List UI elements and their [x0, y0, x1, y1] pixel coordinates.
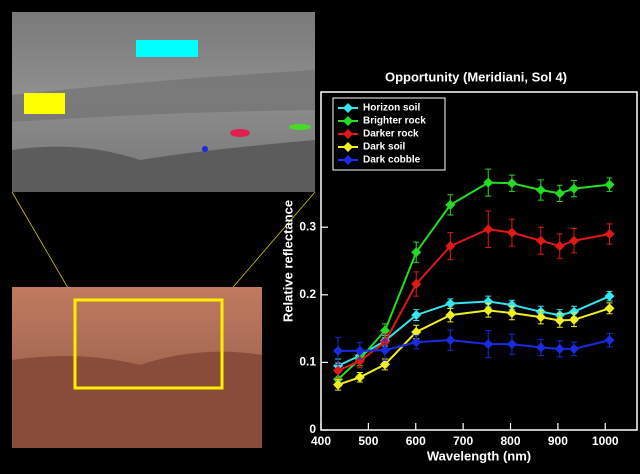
- marker: [535, 235, 546, 246]
- x-tick-label: 600: [406, 434, 426, 448]
- x-tick-label: 500: [358, 434, 378, 448]
- y-tick-label: 0.3: [299, 219, 316, 233]
- marker: [568, 235, 579, 246]
- marker: [568, 306, 579, 317]
- marker: [506, 178, 517, 189]
- marker: [568, 314, 579, 325]
- legend-marker: [343, 155, 353, 165]
- marker: [506, 227, 517, 238]
- y-tick-label: 0.1: [299, 355, 316, 369]
- marker: [483, 177, 494, 188]
- y-tick-label: 0: [309, 422, 316, 436]
- zoom-line: [221, 191, 316, 301]
- top-photo: [12, 12, 315, 192]
- marker: [445, 241, 456, 252]
- legend-label: Dark cobble: [363, 155, 421, 166]
- marker: [506, 339, 517, 350]
- marker: [554, 315, 565, 326]
- zoom-line: [11, 191, 76, 301]
- plot-frame: [320, 91, 638, 431]
- marker: [535, 312, 546, 323]
- marker: [535, 185, 546, 196]
- marker: [333, 345, 344, 356]
- legend-label: Horizon soil: [363, 103, 420, 114]
- marker: [483, 305, 494, 316]
- marker: [604, 303, 615, 314]
- marker: [445, 335, 456, 346]
- marker: [535, 342, 546, 353]
- chart-title: Opportunity (Meridiani, Sol 4): [385, 69, 567, 84]
- y-axis-label: Relative reflectance: [280, 200, 295, 322]
- marker: [554, 343, 565, 354]
- marker: [604, 291, 615, 302]
- legend-label: Darker rock: [363, 129, 419, 140]
- marker: [483, 224, 494, 235]
- legend-marker: [343, 142, 353, 152]
- marker: [379, 325, 390, 336]
- marker: [506, 308, 517, 319]
- marker: [445, 199, 456, 210]
- x-tick-label: 900: [548, 434, 568, 448]
- marker: [411, 326, 422, 337]
- marker: [354, 372, 365, 383]
- marker: [411, 337, 422, 348]
- marker: [354, 345, 365, 356]
- legend-marker: [343, 129, 353, 139]
- marker: [568, 183, 579, 194]
- marker: [554, 241, 565, 252]
- marker: [604, 179, 615, 190]
- marker: [604, 228, 615, 239]
- legend-marker: [343, 103, 353, 113]
- marker: [411, 247, 422, 258]
- x-tick-label: 800: [500, 434, 520, 448]
- x-tick-label: 1000: [592, 434, 619, 448]
- x-tick-label: 400: [311, 434, 331, 448]
- marker: [554, 188, 565, 199]
- legend-label: Dark soil: [363, 142, 405, 153]
- marker: [483, 339, 494, 350]
- series-line: [337, 295, 610, 367]
- bottom-photo: [12, 287, 262, 448]
- marker: [568, 343, 579, 354]
- x-axis-label: Wavelength (nm): [427, 448, 531, 463]
- marker: [604, 335, 615, 346]
- legend-marker: [343, 116, 353, 126]
- y-tick-label: 0.2: [299, 287, 316, 301]
- marker: [379, 359, 390, 370]
- marker: [445, 298, 456, 309]
- marker: [445, 310, 456, 321]
- marker: [333, 379, 344, 390]
- x-tick-label: 700: [453, 434, 473, 448]
- marker: [411, 310, 422, 321]
- marker: [506, 299, 517, 310]
- marker: [379, 345, 390, 356]
- marker: [411, 278, 422, 289]
- legend-label: Brighter rock: [363, 116, 426, 127]
- marker: [333, 365, 344, 376]
